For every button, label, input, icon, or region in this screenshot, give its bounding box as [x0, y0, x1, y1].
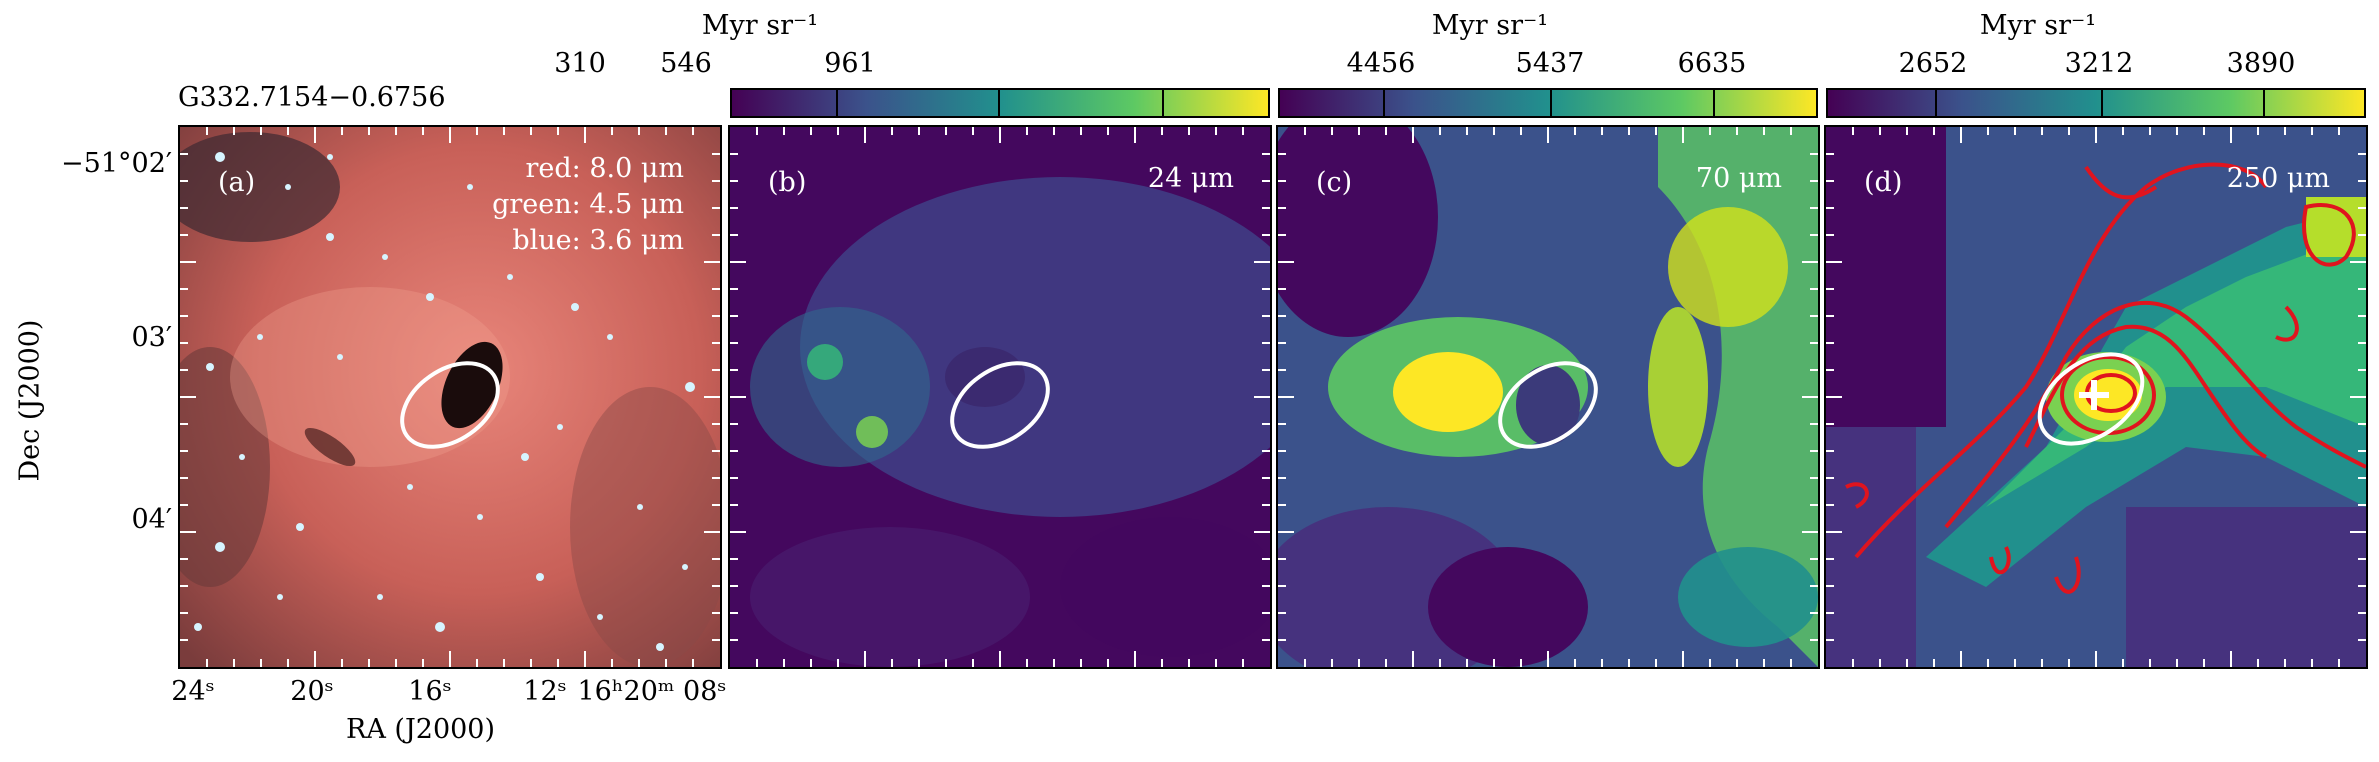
panel-a: (a) red: 8.0 μm green: 4.5 μm blue: 3.6 …: [178, 125, 722, 669]
colorbar-d-unit: Myr sr⁻¹: [1979, 10, 2097, 41]
panel-a-legend-blue: blue: 3.6 μm: [512, 225, 684, 256]
panel-c-letter: (c): [1316, 167, 1353, 198]
colorbar-b-gradient: [730, 88, 1270, 118]
colorbar-d-gradient: [1826, 88, 2366, 118]
colorbar-c-gradient: [1278, 88, 1818, 118]
colorbar-b-tick: 546: [660, 48, 712, 79]
source-cross-marker: [2079, 380, 2109, 410]
contours: [1845, 162, 2366, 594]
source-title: G332.7154−0.6756: [178, 82, 446, 113]
colorbar-d-tick: 3212: [2064, 48, 2134, 79]
aperture-ellipse: [400, 361, 500, 449]
panel-b-band: 24 μm: [1147, 163, 1234, 194]
x-tick-label: 12ˢ: [523, 676, 567, 707]
colorbar-b-unit: Myr sr⁻¹: [701, 10, 819, 41]
panel-a-letter: (a): [218, 167, 256, 198]
panel-c: (c) 70 μm: [1276, 125, 1820, 669]
colorbar-c-tick: 4456: [1346, 48, 1416, 79]
colorbar-c-tick: 5437: [1515, 48, 1585, 79]
star-field: [194, 152, 695, 651]
y-tick-label: −51°02′: [61, 148, 172, 179]
colorbar-d-tick: 3890: [2226, 48, 2296, 79]
frame-ticks: [1278, 127, 1818, 667]
x-tick-label: 20ˢ: [290, 676, 334, 707]
frame-ticks: [180, 127, 720, 667]
panel-c-band: 70 μm: [1695, 163, 1782, 194]
colorbar-d-tick: 2652: [1898, 48, 1968, 79]
panel-a-legend-green: green: 4.5 μm: [492, 189, 684, 220]
panel-d: (d) 250 μm: [1824, 125, 2368, 669]
panel-b: (b) 24 μm: [728, 125, 1272, 669]
panel-d-letter: (d): [1864, 167, 1903, 198]
x-axis-label: RA (J2000): [346, 714, 496, 745]
frame-ticks: [730, 127, 1270, 667]
colorbar-c-unit: Myr sr⁻¹: [1431, 10, 1549, 41]
colorbar-b-tick: 961: [824, 48, 876, 79]
aperture-ellipse: [2037, 352, 2145, 446]
colorbar-b-tick: 310: [554, 48, 606, 79]
aperture-ellipse: [1498, 361, 1598, 449]
panel-d-band: 250 μm: [2226, 163, 2330, 194]
y-tick-label: 04′: [131, 504, 173, 535]
x-tick-label: 24ˢ: [171, 676, 215, 707]
colorbar-c-tick: 6635: [1677, 48, 1747, 79]
x-tick-label: 16ˢ: [408, 676, 452, 707]
panel-a-legend-red: red: 8.0 μm: [525, 153, 684, 184]
y-tick-label: 03′: [131, 322, 173, 353]
y-axis-label: Dec (J2000): [14, 319, 46, 482]
panel-b-letter: (b): [768, 167, 807, 198]
frame-ticks: [1826, 127, 2366, 667]
aperture-ellipse: [950, 361, 1050, 449]
x-tick-label: 16ʰ20ᵐ 08ˢ: [577, 676, 727, 707]
